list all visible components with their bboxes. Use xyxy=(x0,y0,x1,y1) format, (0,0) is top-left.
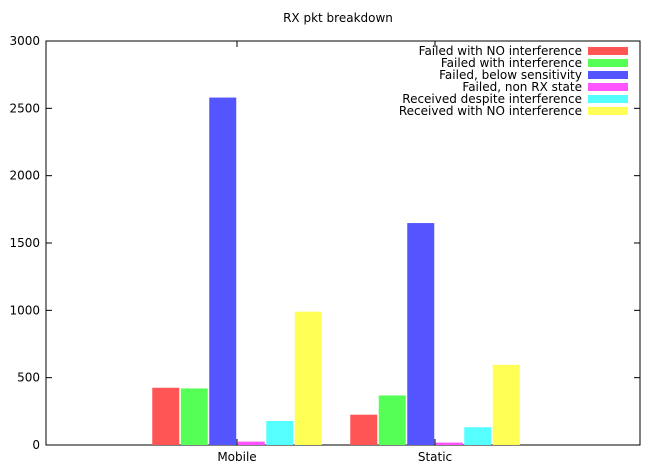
x-tick-label: Mobile xyxy=(217,450,256,464)
legend-swatch xyxy=(588,95,628,103)
legend-label: Received with NO interference xyxy=(399,104,582,118)
bar-mobile-series-6 xyxy=(294,311,322,445)
bar-static-series-1 xyxy=(350,414,378,445)
bar-static-series-3 xyxy=(407,223,435,445)
y-tick-label: 2500 xyxy=(9,101,40,115)
bar-mobile-series-4 xyxy=(237,441,265,445)
bar-static-series-5 xyxy=(464,427,492,445)
legend-swatch xyxy=(588,71,628,79)
legend-label: Failed with NO interference xyxy=(419,44,582,58)
legend-swatch xyxy=(588,107,628,115)
legend-label: Failed with interference xyxy=(441,56,582,70)
y-tick-label: 500 xyxy=(17,371,40,385)
chart-title: RX pkt breakdown xyxy=(283,11,393,25)
bar-mobile-series-5 xyxy=(266,421,294,445)
bar-mobile-series-2 xyxy=(180,388,208,445)
y-tick-label: 2000 xyxy=(9,169,40,183)
bar-static-series-6 xyxy=(492,364,520,445)
x-axis: Mobile Static xyxy=(217,41,452,464)
legend-swatch xyxy=(588,83,628,91)
y-tick-label: 3000 xyxy=(9,34,40,48)
legend-swatch xyxy=(588,47,628,55)
legend-label: Received despite interference xyxy=(402,92,582,106)
bar-mobile-series-1 xyxy=(152,387,180,445)
y-tick-label: 1000 xyxy=(9,303,40,317)
legend-swatch xyxy=(588,59,628,67)
x-tick-label: Static xyxy=(418,450,452,464)
bar-mobile-series-3 xyxy=(209,97,237,445)
y-tick-label: 0 xyxy=(32,438,40,452)
bar-static-series-2 xyxy=(378,395,406,445)
bars-group xyxy=(152,97,520,445)
legend-label: Failed, below sensitivity xyxy=(439,68,582,82)
bar-static-series-4 xyxy=(435,442,463,445)
legend-label: Failed, non RX state xyxy=(462,80,582,94)
y-tick-label: 1500 xyxy=(9,236,40,250)
y-axis: 0 500 1000 1500 2000 2500 3000 xyxy=(9,34,640,452)
